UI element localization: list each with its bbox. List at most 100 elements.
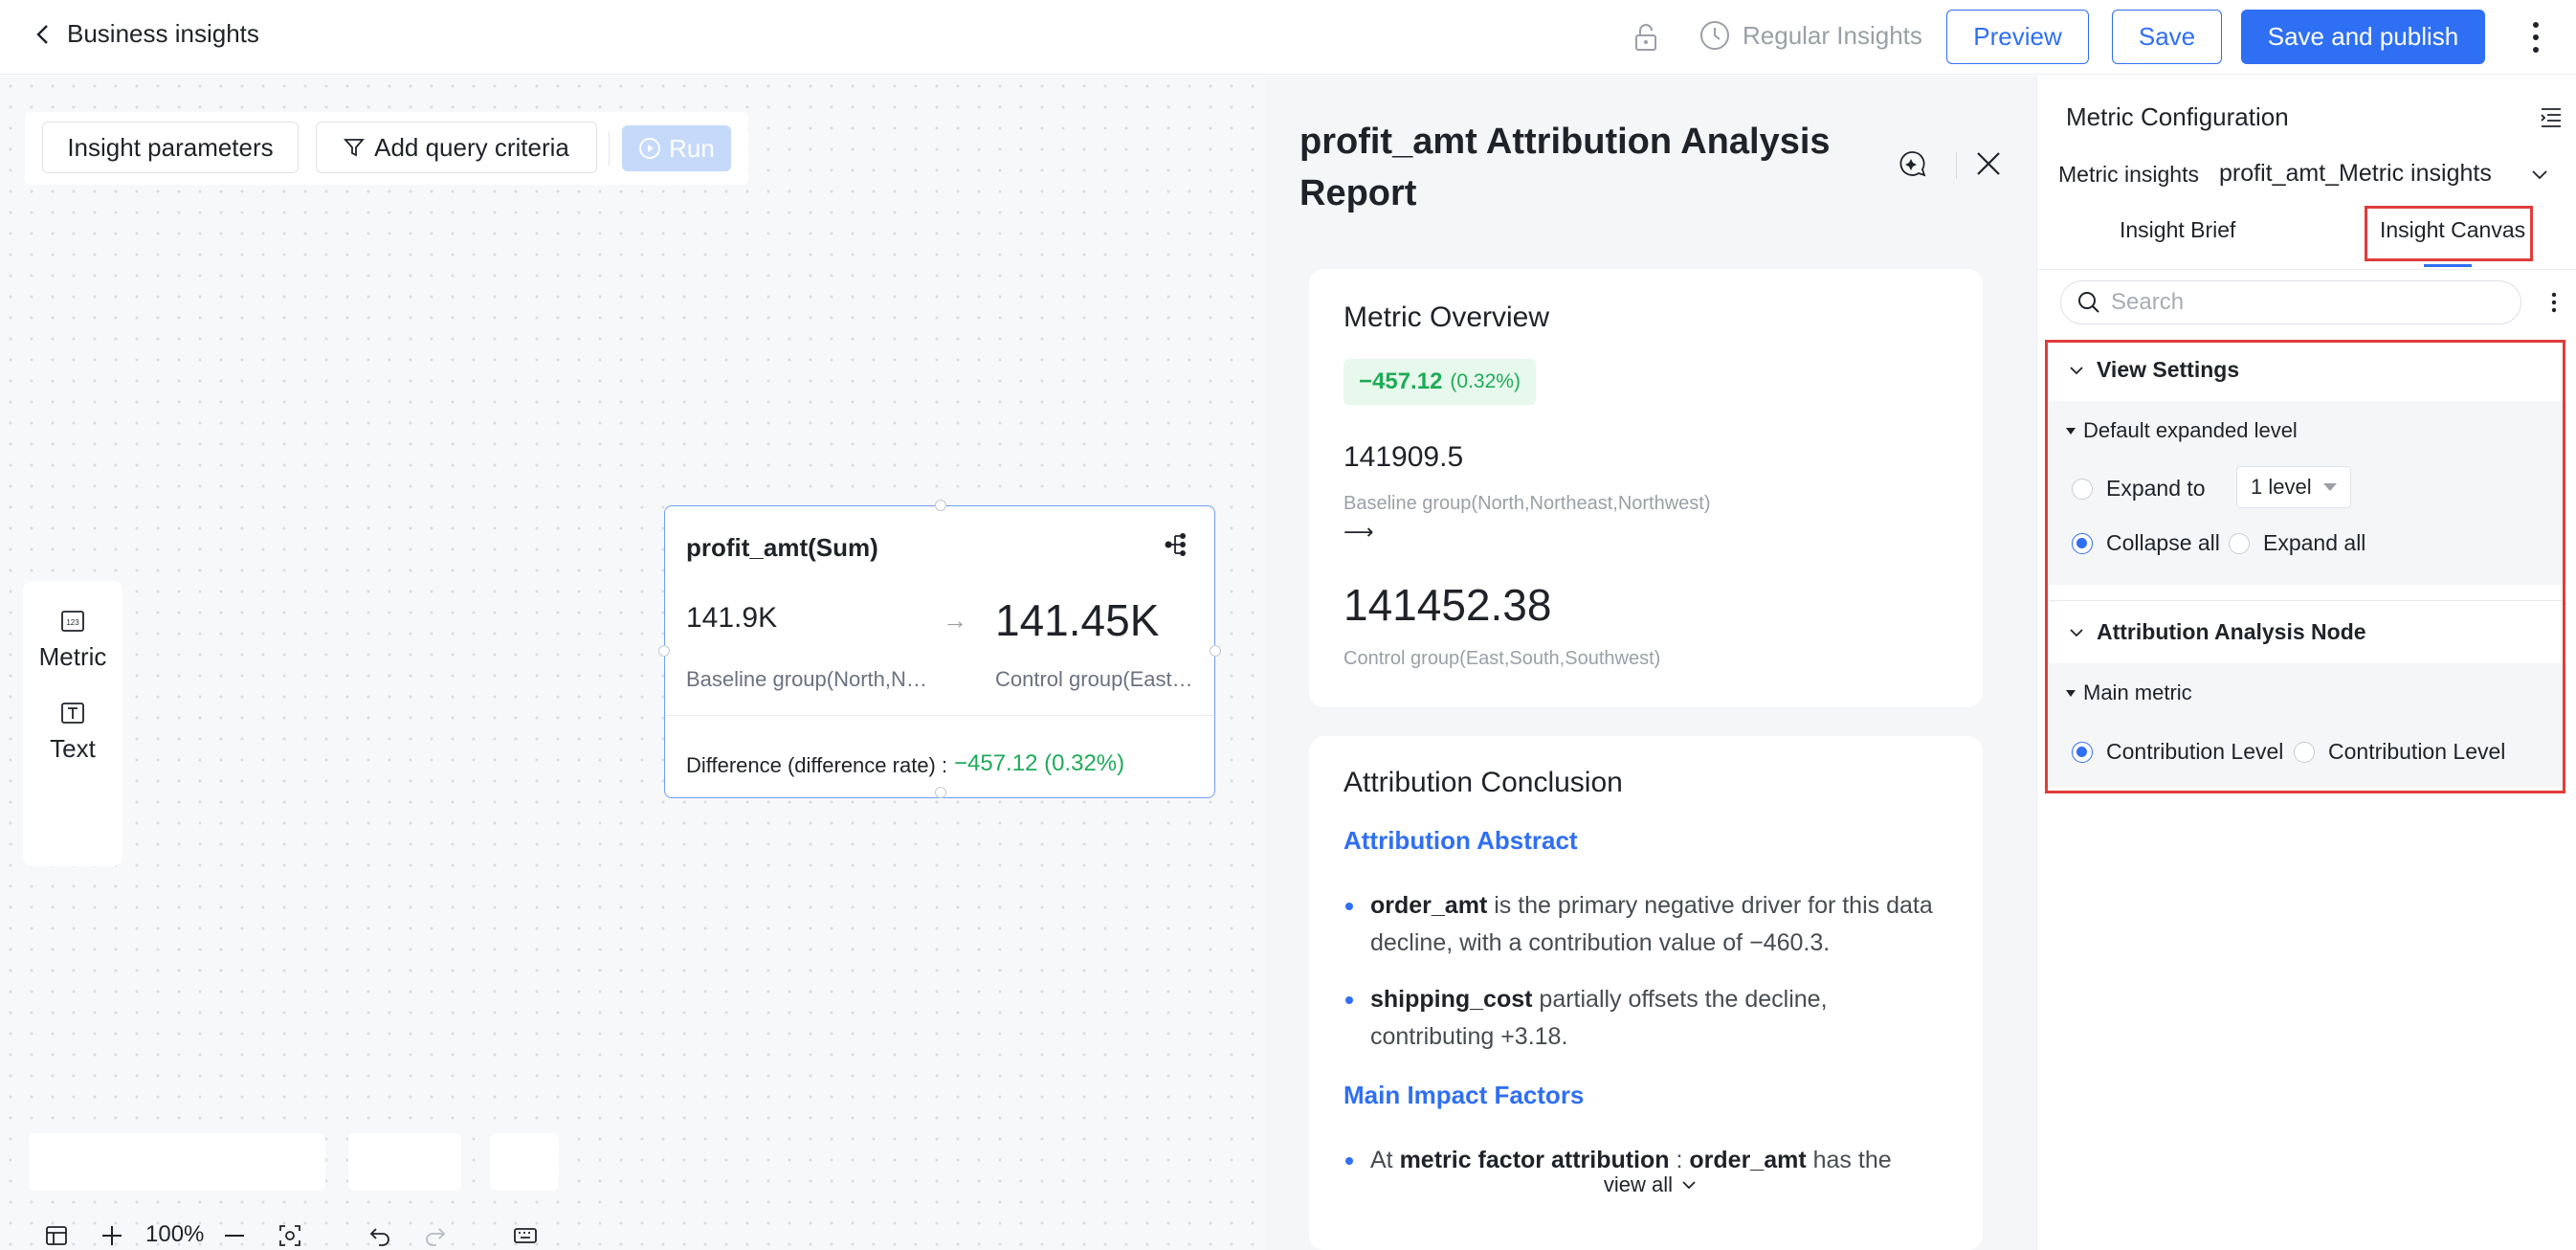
attribution-abstract-link[interactable]: Attribution Abstract [1344,826,1578,855]
redo-icon[interactable] [423,1223,448,1248]
view-settings-header[interactable]: View Settings [2068,357,2239,383]
bullet-text: partially offsets the decline, contribut… [1370,986,1828,1050]
conclusion-bullet: shipping_cost partially offsets the decl… [1344,981,1956,1056]
expand-to-radio[interactable]: Expand to [2072,476,2206,502]
search-input[interactable] [2111,289,2494,316]
active-tab-indicator [2424,264,2472,267]
level-select[interactable]: 1 level [2236,466,2351,508]
metric-node-card[interactable]: profit_amt(Sum) 141.9K → 141.45K Baselin… [658,500,1221,798]
undo-icon[interactable] [367,1223,392,1248]
config-title: Metric Configuration [2066,102,2289,131]
text-tool[interactable]: Text [23,700,122,764]
zoom-in-icon[interactable] [100,1223,124,1248]
bullet-bold-text: metric factor attribution [1399,1147,1670,1173]
lock-icon[interactable] [1630,21,1662,54]
search-box[interactable] [2060,280,2521,324]
report-header-divider [1956,152,1957,179]
zoom-level: 100% [145,1221,205,1247]
expand-all-label: Expand all [2263,530,2366,555]
close-icon[interactable] [1973,148,2004,179]
collapse-all-label: Collapse all [2106,530,2220,555]
insight-canvas[interactable]: Insight parameters Add query criteria Ru… [0,76,1265,1250]
main-metric-header[interactable]: Main metric [2066,681,2192,705]
radio-circle [2294,741,2315,763]
fit-view-icon[interactable] [278,1223,302,1248]
long-arrow-icon: ⟶ [1344,520,1374,544]
run-label: Run [669,133,715,163]
node-handle-top[interactable] [935,500,946,511]
caret-down-icon [2066,427,2076,435]
chevron-left-icon [36,24,48,44]
node-control-value: 141.45K [995,595,1160,645]
view-all-button[interactable]: view all [1265,1172,2036,1197]
insight-parameters-button[interactable]: Insight parameters [42,122,299,173]
tab-insight-canvas[interactable]: Insight Canvas [2380,217,2526,242]
node-baseline-value: 141.9K [686,602,778,634]
zoom-controls [29,1133,325,1191]
metric-insights-select[interactable]: profit_amt_Metric insights [2206,146,2564,200]
baseline-label: Baseline group(North,Northeast,Northwest… [1344,493,1711,514]
ai-chat-icon[interactable] [1897,148,1929,181]
main-impact-factors-link[interactable]: Main Impact Factors [1344,1081,1585,1109]
attribution-node-body [2049,663,2563,788]
back-button[interactable]: Business insights [33,19,259,49]
caret-down-icon [2323,483,2337,491]
attribution-conclusion-heading: Attribution Conclusion [1344,767,1623,798]
node-handle-left[interactable] [658,645,670,657]
node-title: profit_amt(Sum) [686,533,878,562]
minimap-icon[interactable] [44,1223,69,1248]
expand-all-radio[interactable]: Expand all [2229,530,2365,556]
contribution-level-radio-2[interactable]: Contribution Level [2294,739,2505,765]
group-divider [2049,600,2563,601]
tree-structure-icon[interactable] [1163,531,1189,558]
conclusion-bullet: At metric factor attribution : order_amt… [1344,1142,1956,1179]
zoom-out-icon[interactable] [222,1223,247,1248]
difference-chip-percent: (0.32%) [1450,370,1521,392]
node-handle-right[interactable] [1210,645,1221,657]
difference-chip: −457.12 (0.32%) [1344,359,1536,405]
filter-icon [344,139,366,157]
top-bar: Business insights Regular Insights Previ… [0,0,2576,75]
radio-circle [2072,478,2093,500]
clock-icon [1700,21,1729,50]
add-query-criteria-label: Add query criteria [374,132,569,162]
save-button[interactable]: Save [2112,10,2222,64]
node-handle-bottom[interactable] [935,787,946,798]
history-controls [348,1133,461,1191]
regular-insights-label: Regular Insights [1743,20,1922,50]
run-button[interactable]: Run [622,125,731,171]
node-difference-value: −457.12 (0.32%) [954,750,1125,776]
regular-insights-button[interactable]: Regular Insights [1699,19,1922,52]
collapse-all-radio[interactable]: Collapse all [2072,530,2220,556]
conclusion-bullet: order_amt is the primary negative driver… [1344,887,1956,962]
keyboard-icon[interactable] [513,1223,538,1248]
metric-tool[interactable]: 123 Metric [23,608,122,672]
add-query-criteria-button[interactable]: Add query criteria [316,122,597,173]
radio-circle-selected [2072,532,2093,554]
more-vertical-icon[interactable] [2524,17,2547,57]
bullet-metric-name: order_amt [1370,892,1488,919]
attribution-report-panel: profit_amt Attribution Analysis Report M… [1265,76,2036,1250]
default-expanded-level-header[interactable]: Default expanded level [2066,418,2298,443]
play-icon [639,138,661,159]
menu-collapse-icon[interactable] [2539,104,2564,129]
attribution-analysis-node-header[interactable]: Attribution Analysis Node [2068,619,2366,645]
search-icon [2078,292,2099,313]
more-vertical-icon[interactable] [2544,288,2564,317]
attribution-analysis-node-label: Attribution Analysis Node [2097,619,2366,644]
tab-insight-brief[interactable]: Insight Brief [2120,217,2236,242]
contribution-level-label: Contribution Level [2328,739,2506,764]
preview-button[interactable]: Preview [1946,10,2089,64]
save-and-publish-button[interactable]: Save and publish [2241,10,2485,64]
node-difference-label: Difference (difference rate) : [686,753,948,777]
arrow-right-icon: → [943,606,967,635]
metric-tool-label: Metric [38,642,107,671]
metric-insights-label: Metric insights [2058,162,2199,187]
bullet-metric-name: order_amt [1689,1147,1807,1173]
expand-to-label: Expand to [2106,476,2206,501]
metric-configuration-panel: Metric Configuration Metric insights pro… [2036,76,2576,1250]
page-title: Business insights [67,19,259,48]
contribution-level-radio-1[interactable]: Contribution Level [2072,739,2283,765]
radio-circle [2229,532,2250,554]
component-palette: 123 Metric Text [23,581,122,866]
